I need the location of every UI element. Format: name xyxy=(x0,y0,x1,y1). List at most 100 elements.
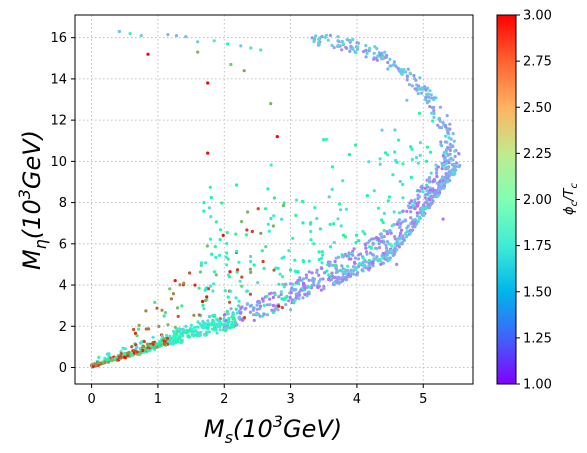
data-point xyxy=(312,242,316,246)
data-point xyxy=(365,252,369,256)
data-point xyxy=(413,198,417,202)
data-point xyxy=(393,242,397,246)
data-point xyxy=(157,324,161,328)
data-point xyxy=(219,228,223,232)
data-point xyxy=(155,342,159,346)
data-point xyxy=(137,327,141,331)
data-point xyxy=(341,267,345,271)
x-tick-label: 0 xyxy=(87,392,95,407)
data-point xyxy=(331,263,335,267)
data-point xyxy=(434,189,439,193)
data-point xyxy=(261,297,265,301)
data-point xyxy=(451,132,455,136)
data-point xyxy=(272,268,276,272)
data-point xyxy=(404,231,408,236)
data-point xyxy=(418,141,423,145)
data-point xyxy=(206,287,210,291)
data-point xyxy=(340,48,344,52)
data-point xyxy=(443,181,447,185)
data-point xyxy=(443,184,447,188)
data-point xyxy=(252,307,256,311)
data-point xyxy=(382,228,386,233)
data-point xyxy=(202,209,206,213)
data-point xyxy=(281,275,285,279)
data-point xyxy=(323,35,327,40)
data-point xyxy=(343,235,347,239)
data-point xyxy=(428,186,432,190)
data-point xyxy=(415,222,419,226)
data-point xyxy=(266,222,270,226)
data-point xyxy=(337,202,342,206)
data-point xyxy=(346,270,350,274)
data-point xyxy=(242,69,246,73)
data-point xyxy=(455,161,459,165)
data-point xyxy=(444,134,448,138)
data-point xyxy=(255,303,259,307)
data-point xyxy=(248,310,252,314)
data-point xyxy=(155,306,159,310)
data-point xyxy=(173,279,177,283)
data-point xyxy=(384,55,388,59)
data-point xyxy=(232,316,236,320)
data-point xyxy=(351,47,355,51)
data-point xyxy=(338,280,342,284)
data-point xyxy=(448,142,452,146)
x-tick-label: 2 xyxy=(220,392,228,407)
data-point xyxy=(138,352,142,356)
data-point xyxy=(297,290,301,295)
data-point xyxy=(119,352,123,356)
data-point xyxy=(370,252,374,256)
data-point xyxy=(336,43,340,48)
colorbar-tick-label: 1.00 xyxy=(523,378,552,393)
data-point xyxy=(367,160,371,164)
data-point xyxy=(330,274,335,278)
data-point xyxy=(408,231,412,235)
data-point xyxy=(204,261,208,265)
data-point xyxy=(218,238,222,242)
data-point xyxy=(337,40,341,44)
data-point xyxy=(203,332,207,337)
data-point xyxy=(264,207,268,211)
data-point xyxy=(397,241,401,245)
data-point xyxy=(383,151,388,155)
data-point xyxy=(268,297,272,301)
data-point xyxy=(196,320,200,324)
data-point xyxy=(307,259,311,263)
data-point xyxy=(445,127,449,131)
data-point xyxy=(365,51,369,56)
data-point xyxy=(249,46,253,50)
data-point xyxy=(361,229,365,233)
data-point xyxy=(225,251,229,255)
data-point xyxy=(368,46,372,51)
data-point xyxy=(127,351,131,355)
data-point xyxy=(334,256,338,260)
data-point xyxy=(288,268,293,272)
data-point xyxy=(271,303,275,308)
data-point xyxy=(377,246,382,250)
data-point xyxy=(385,230,389,234)
data-point xyxy=(322,287,326,291)
data-point xyxy=(252,263,256,267)
data-point xyxy=(353,256,357,260)
data-point xyxy=(333,259,337,264)
data-point xyxy=(212,39,216,43)
data-point xyxy=(385,240,389,244)
data-point xyxy=(188,271,192,275)
data-point xyxy=(381,261,385,265)
colorbar xyxy=(496,14,517,385)
data-point xyxy=(178,283,182,287)
data-point xyxy=(401,196,405,200)
data-point xyxy=(271,310,275,315)
data-point xyxy=(401,182,405,187)
data-point xyxy=(328,33,332,38)
y-tick-label: 10 xyxy=(50,155,67,170)
data-point xyxy=(196,40,200,44)
data-point xyxy=(446,130,450,134)
data-point xyxy=(427,178,431,182)
data-point xyxy=(321,277,325,281)
data-point xyxy=(386,67,390,71)
data-point xyxy=(228,270,232,274)
data-point xyxy=(398,224,402,228)
data-point xyxy=(208,284,213,288)
data-point xyxy=(123,355,127,359)
